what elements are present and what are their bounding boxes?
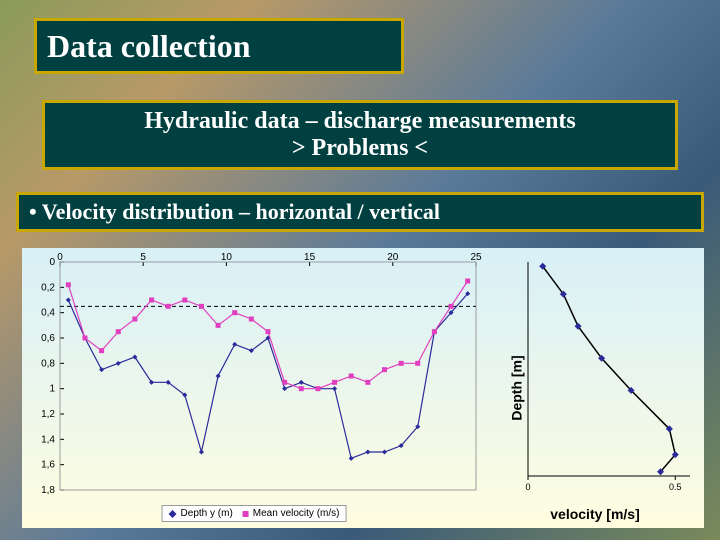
svg-text:1,4: 1,4 xyxy=(41,434,55,445)
square-icon xyxy=(243,511,249,517)
svg-text:0: 0 xyxy=(57,252,63,263)
legend-item-depth: Depth y (m) xyxy=(169,508,233,519)
svg-text:1,8: 1,8 xyxy=(41,485,55,496)
left-chart: 0 5 10 15 20 25 0 0,2 0,4 0,6 0,8 1 1,2 1,4 1,6 1,8 Dep… xyxy=(22,248,486,528)
right-chart: Depth [m] 0 0.5 velocity [m/s] xyxy=(486,248,704,528)
svg-text:0,2: 0,2 xyxy=(41,282,55,293)
svg-text:0: 0 xyxy=(525,482,530,492)
title-text: Data collection xyxy=(47,28,251,65)
svg-text:1,6: 1,6 xyxy=(41,460,55,471)
svg-text:0: 0 xyxy=(49,257,55,268)
svg-text:1,2: 1,2 xyxy=(41,409,55,420)
chart-area: 0 5 10 15 20 25 0 0,2 0,4 0,6 0,8 1 1,2 1,4 1,6 1,8 Dep… xyxy=(22,248,704,528)
slide: Data collection Hydraulic data – dischar… xyxy=(0,0,720,540)
left-chart-svg: 0 5 10 15 20 25 0 0,2 0,4 0,6 0,8 1 1,2 1,4 1,6 1,8 xyxy=(22,248,486,528)
svg-text:0,6: 0,6 xyxy=(41,333,55,344)
right-chart-ylabel: Depth [m] xyxy=(509,355,525,420)
svg-text:25: 25 xyxy=(470,252,482,263)
subtitle-box: Hydraulic data – discharge measurements … xyxy=(42,100,678,170)
svg-text:15: 15 xyxy=(304,252,316,263)
subtitle-line2: > Problems < xyxy=(292,135,428,162)
legend-item-vel: Mean velocity (m/s) xyxy=(243,508,340,519)
svg-text:10: 10 xyxy=(221,252,233,263)
legend-label-vel: Mean velocity (m/s) xyxy=(253,508,340,519)
svg-text:0.5: 0.5 xyxy=(669,482,682,492)
bullet-box: • Velocity distribution – horizontal / v… xyxy=(16,192,704,232)
subtitle-line1: Hydraulic data – discharge measurements xyxy=(144,108,576,135)
legend-label-depth: Depth y (m) xyxy=(181,508,233,519)
svg-text:5: 5 xyxy=(140,252,146,263)
bullet-text: • Velocity distribution – horizontal / v… xyxy=(29,199,440,225)
svg-text:20: 20 xyxy=(387,252,399,263)
title-box: Data collection xyxy=(34,18,404,74)
right-chart-xlabel: velocity [m/s] xyxy=(550,506,639,522)
svg-text:0,4: 0,4 xyxy=(41,308,55,319)
diamond-icon xyxy=(169,510,177,518)
svg-text:0,8: 0,8 xyxy=(41,358,55,369)
svg-text:1: 1 xyxy=(49,384,55,395)
left-chart-legend: Depth y (m) Mean velocity (m/s) xyxy=(162,505,347,522)
